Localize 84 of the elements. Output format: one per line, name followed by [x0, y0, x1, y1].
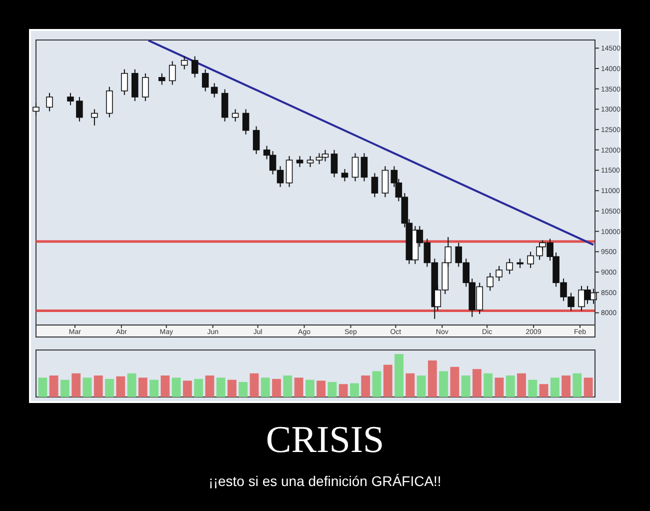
candlestick: [242, 108, 250, 135]
bar: [205, 376, 214, 397]
bar: [383, 364, 392, 397]
candlestick: [341, 168, 348, 182]
text: ¡¡esto si es una definición GRÁFICA!!: [208, 473, 442, 489]
bar: [72, 373, 81, 397]
candlestick: [516, 258, 524, 268]
bar: [328, 382, 337, 397]
candlestick: [142, 72, 149, 102]
bar: [517, 373, 526, 397]
bar: [472, 369, 482, 397]
bar: [406, 373, 415, 397]
bar: [260, 378, 270, 397]
bar: [150, 380, 158, 397]
bar: [138, 378, 148, 397]
bar: [316, 380, 326, 397]
bar: [116, 376, 126, 397]
candlestick: [496, 265, 502, 282]
candlestick: [306, 156, 314, 168]
bar: [484, 373, 493, 397]
candlestick: [527, 251, 534, 268]
candlestick: [67, 92, 74, 106]
bar: [494, 378, 504, 397]
bar: [105, 378, 114, 397]
bar: [350, 383, 359, 397]
candlestick: [168, 60, 176, 86]
candlestick: [158, 72, 166, 86]
bar: [160, 376, 170, 397]
bar: [294, 378, 304, 397]
bar: [584, 378, 593, 397]
candlestick: [180, 56, 188, 70]
candlestick: [486, 272, 494, 292]
bar: [372, 371, 382, 397]
bar: [238, 382, 248, 397]
bar: [361, 376, 370, 397]
bar: [272, 378, 281, 397]
bar: [528, 380, 538, 397]
candlestick: [232, 108, 239, 122]
candlestick: [202, 68, 209, 92]
bar: [461, 376, 470, 397]
bar: [394, 354, 404, 397]
bar: [539, 384, 548, 397]
bar: [428, 360, 437, 397]
candlestick: [46, 92, 53, 112]
bar: [283, 376, 292, 397]
candlestick: [106, 86, 113, 118]
bar: [439, 371, 448, 397]
bar: [94, 376, 103, 397]
candlestick: [32, 102, 40, 116]
bar: [562, 376, 570, 397]
candlestick: [210, 82, 218, 98]
text: CRISIS: [266, 419, 384, 461]
candlestick: [252, 126, 260, 154]
candlestick: [121, 68, 128, 96]
candlestick: [506, 258, 513, 275]
bar: [49, 376, 58, 397]
bar: [60, 380, 70, 397]
candlestick: [191, 56, 198, 78]
bar: [38, 378, 48, 397]
bar: [250, 373, 259, 397]
bar: [338, 384, 348, 397]
bar: [506, 376, 515, 397]
bar: [82, 378, 92, 397]
candlestick: [296, 156, 304, 168]
bar: [182, 380, 192, 397]
bar: [172, 378, 181, 397]
bar: [550, 378, 560, 397]
candlestick: [132, 68, 138, 102]
candlestick: [286, 156, 293, 188]
bar: [127, 373, 136, 397]
candlestick: [91, 108, 98, 126]
candlestick: [352, 152, 359, 182]
candlestick: [371, 172, 378, 198]
bar: [416, 376, 426, 397]
candlestick: [76, 96, 83, 122]
bar: [450, 366, 460, 397]
bar: [194, 378, 204, 397]
candlestick: [382, 166, 389, 198]
candlestick: [360, 152, 368, 182]
candlestick: [330, 149, 338, 178]
bar: [228, 380, 236, 397]
bar: [305, 380, 314, 397]
bar: [572, 373, 582, 397]
bar: [216, 378, 226, 397]
